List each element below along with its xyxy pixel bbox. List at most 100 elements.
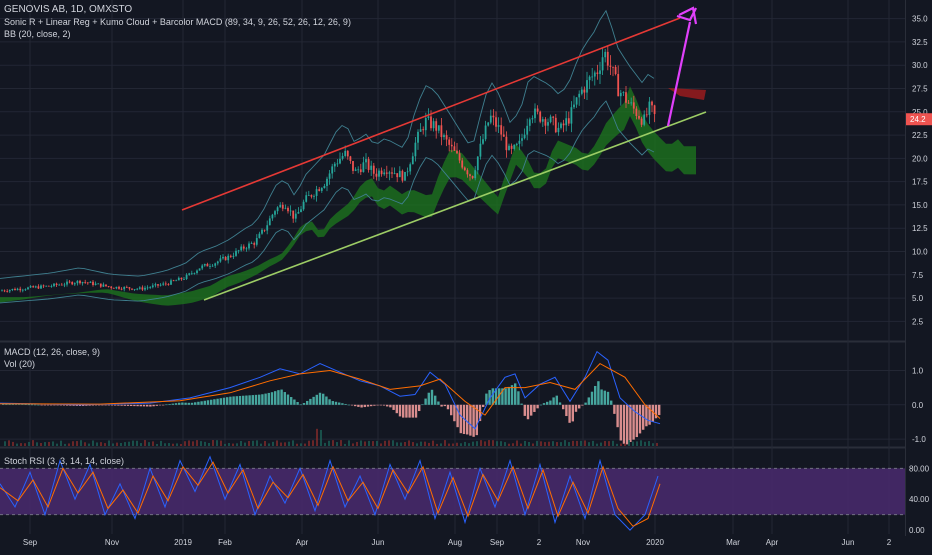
candle-body [591,76,594,78]
volume-bar [324,442,326,446]
bollinger-lower [0,100,655,304]
candle-body [370,165,373,170]
y-tick-label: 0.00 [909,526,925,535]
vol-legend[interactable]: Vol (20) [4,359,36,369]
macd-histogram-bar [162,404,165,406]
volume-bar [228,443,230,446]
indicators-legend[interactable]: Sonic R + Linear Reg + Kumo Cloud + Barc… [4,17,351,27]
macd-histogram-bar [558,402,562,405]
volume-bar [336,442,338,446]
volume-bar [152,441,154,446]
candle-body [653,105,656,115]
volume-bar [408,440,410,446]
candle-body [471,175,474,179]
y-tick-label: 15.0 [912,201,928,210]
volume-bar [240,440,242,446]
candle-body [354,169,357,171]
volume-bar [184,441,186,446]
macd-histogram-bar [488,390,491,405]
macd-histogram-bar [30,404,34,406]
x-tick-label: 2 [887,538,892,547]
macd-histogram-bar [654,404,658,419]
candle-body [651,101,653,106]
volume-bar [340,440,342,446]
candle-body [138,287,141,289]
macd-histogram-bar [75,404,78,406]
macd-histogram-bar [651,404,654,422]
candle-body [276,207,279,212]
macd-histogram-bar [466,404,469,435]
candle-body [375,173,378,177]
volume-bar [144,440,146,446]
candle-body [183,278,185,280]
volume-bar [580,440,582,446]
macd-histogram-bar [581,404,584,406]
volume-bar [16,443,18,446]
volume-bar [168,443,170,446]
macd-histogram-bar [517,391,520,405]
stoch-rsi-d-line [0,461,661,527]
volume-bar [588,442,590,446]
volume-bar [176,443,178,446]
candle-body [580,89,583,94]
macd-histogram-bar [267,392,270,405]
volume-bar [396,442,398,446]
candle-body [440,125,443,138]
y-tick-label: 80.00 [909,464,930,473]
macd-histogram-bar [11,404,14,405]
macd-histogram-bar [117,404,120,406]
volume-bar [512,443,514,446]
stoch-rsi-legend[interactable]: Stoch RSI (3, 3, 14, 14, close) [4,456,125,466]
macd-histogram-bar [139,404,142,407]
x-tick-label: 2019 [174,538,192,547]
macd-histogram-bar [312,396,315,405]
candle-body [258,233,261,239]
candle-body [645,114,648,116]
macd-histogram-bar [603,390,606,405]
macd-histogram-bar [248,395,251,405]
volume-bar [364,441,366,446]
candle-body [313,195,315,197]
macd-legend[interactable]: MACD (12, 26, close, 9) [4,347,101,357]
volume-bar [280,442,282,446]
candle-body [541,119,544,122]
candle-body [601,57,604,71]
macd-histogram-bar [584,402,587,405]
candle-body [638,115,640,119]
candle-body [180,277,183,280]
macd-histogram-bar [565,404,568,417]
volume-bar [88,443,90,446]
volume-bar [484,441,486,446]
candle-body [401,170,404,181]
volume-bar [380,443,382,446]
candle-body [37,286,40,289]
volume-bar [612,440,614,446]
candle-body [206,263,209,267]
candle-body [170,280,172,285]
macd-histogram-bar [530,404,533,416]
macd-histogram-bar [613,404,616,414]
volume-bar [32,440,34,446]
x-tick-label: Mar [726,538,740,547]
volume-bar [652,443,654,446]
x-tick-label: Jun [842,538,855,547]
symbol-title[interactable]: GENOVIS AB, 1D, OMXSTO [4,4,133,15]
candle-body [242,246,245,249]
volume-bar [624,443,626,446]
candle-body [593,72,596,77]
candle-body [632,102,635,109]
macd-histogram-bar [235,396,238,405]
macd-histogram-bar [126,404,130,406]
candle-body [227,255,230,261]
stoch-rsi-k-line [0,455,659,531]
macd-histogram-bar [546,401,549,405]
candle-body [393,173,396,175]
candle-body [573,104,575,108]
bb-legend[interactable]: BB (20, close, 2) [4,29,71,39]
candle-body [411,156,414,165]
candle-body [32,286,35,288]
macd-histogram-bar [549,400,552,405]
macd-histogram-bar [382,404,386,406]
candle-body [450,144,453,147]
candle-body [250,243,253,244]
